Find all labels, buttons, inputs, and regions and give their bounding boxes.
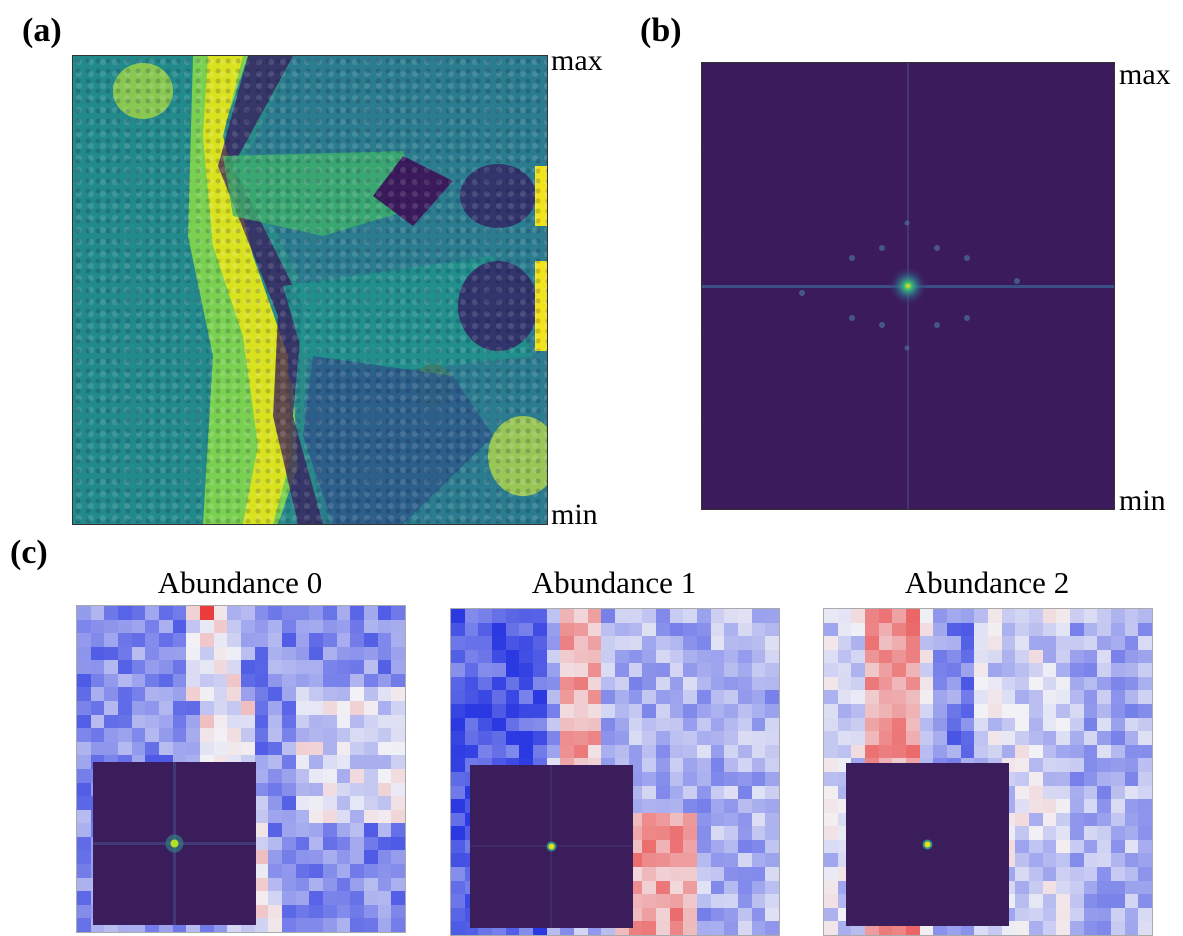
abundance-2-title: Abundance 2 — [904, 565, 1070, 600]
abundance-0-title: Abundance 0 — [157, 565, 323, 600]
fft-central-peak-icon — [470, 765, 633, 928]
panel-label-b: (b) — [640, 12, 682, 49]
fft-cross-pattern-icon — [93, 762, 256, 925]
panel-label-a: (a) — [22, 12, 62, 49]
max-label-b: max — [1119, 58, 1171, 91]
fft-image — [701, 62, 1115, 510]
min-label-b: min — [1119, 484, 1166, 517]
abundance-map-0 — [76, 605, 406, 933]
topography-image — [72, 55, 548, 525]
panel-label-c: (c) — [10, 534, 48, 571]
min-label-a: min — [551, 498, 598, 531]
max-label-a: max — [551, 44, 603, 77]
abundance-1-title: Abundance 1 — [531, 565, 697, 600]
fft-central-peak-icon — [846, 763, 1009, 926]
